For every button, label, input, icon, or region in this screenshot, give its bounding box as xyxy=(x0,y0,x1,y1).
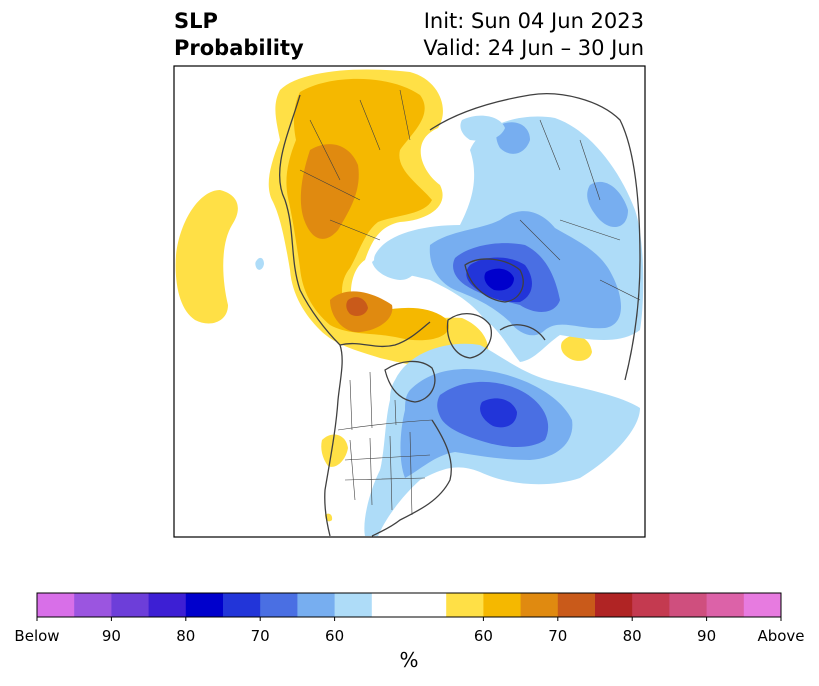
colorbar-cell xyxy=(483,593,522,617)
colorbar-cell xyxy=(37,593,75,617)
colorbar-cell xyxy=(260,593,298,617)
coastline-east-us xyxy=(371,419,452,537)
coastline-eurasia xyxy=(429,93,641,381)
colorbar-cell xyxy=(446,593,484,617)
title-line-1: SLP xyxy=(174,9,218,33)
colorbar-tick-label: 80 xyxy=(176,627,196,645)
colorbar-cell xyxy=(706,593,745,617)
below-region-arctic-mid2 xyxy=(496,122,530,154)
forecast-dates: Init: Sun 04 Jun 2023 Valid: 24 Jun – 30… xyxy=(423,8,644,62)
colorbar-tick-label: 70 xyxy=(250,627,270,645)
below-region-atlantic-deep xyxy=(480,398,517,428)
colorbar-tick-label: Above xyxy=(757,627,805,645)
init-date: Init: Sun 04 Jun 2023 xyxy=(423,9,644,33)
below-region-canada xyxy=(372,255,416,280)
colorbar-cell xyxy=(557,593,596,617)
colorbar-cell xyxy=(669,593,708,617)
colorbar-cell xyxy=(185,593,224,617)
above-region-southwest xyxy=(321,434,348,467)
coastline-scandinavia xyxy=(499,324,546,341)
border-eurasia xyxy=(519,119,641,301)
colorbar-tick-label: 60 xyxy=(473,627,493,645)
colorbar-cell xyxy=(223,593,261,617)
colorbar-cell xyxy=(595,593,633,617)
colorbar-cell xyxy=(297,593,336,617)
colorbar-frame xyxy=(36,592,782,618)
colorbar-tick-label: 70 xyxy=(548,627,568,645)
colorbar-cell xyxy=(520,593,559,617)
coastline-hudson-bay xyxy=(384,360,436,403)
coastline-greenland xyxy=(446,313,492,359)
title-line-2: Probability xyxy=(174,36,304,60)
below-region-small-pacific xyxy=(255,257,264,270)
political-borders xyxy=(299,89,641,516)
below-normal-regions xyxy=(255,115,644,536)
above-normal-regions xyxy=(175,69,592,522)
border-us-canada xyxy=(337,419,433,431)
above-region-pacific xyxy=(175,190,238,324)
below-region-scandinavia xyxy=(460,115,505,141)
colorbar-tick-label: 80 xyxy=(622,627,642,645)
above-region-atlantic xyxy=(561,335,592,361)
coastline-arctic-islands xyxy=(464,258,524,303)
colorbar-tick-label: Below xyxy=(14,627,60,645)
colorbar-cell xyxy=(111,593,150,617)
colorbar-cell xyxy=(409,593,447,617)
coastline-alaska xyxy=(339,321,431,348)
valid-date: Valid: 24 Jun – 30 Jun xyxy=(423,36,644,60)
map-frame xyxy=(173,65,646,538)
above-region-alaska-deep xyxy=(346,297,368,316)
colorbar-cell xyxy=(148,593,187,617)
coastlines xyxy=(278,93,641,537)
coastline-north-america-west xyxy=(278,94,343,537)
colorbar-cell xyxy=(334,593,373,617)
colorbar-cell xyxy=(371,593,410,617)
above-region-siberia-strong xyxy=(300,144,359,239)
colorbar-tick-label: 60 xyxy=(325,627,345,645)
below-region-arctic-deepest xyxy=(484,268,514,291)
border-canada-provinces xyxy=(349,371,397,431)
above-region-siberia-mid xyxy=(286,78,449,341)
colorbar-cell xyxy=(743,593,782,617)
below-region-arctic-mid3 xyxy=(587,181,628,228)
colorbar-cell xyxy=(632,593,670,617)
colorbar-cell xyxy=(74,593,112,617)
colorbar-tick-label: 90 xyxy=(697,627,717,645)
border-us-states-1 xyxy=(344,431,431,516)
map-title: SLP Probability xyxy=(174,8,304,62)
colorbar-tick-label: 90 xyxy=(101,627,121,645)
colorbar-units-label: % xyxy=(399,648,419,672)
border-russia xyxy=(299,89,411,241)
